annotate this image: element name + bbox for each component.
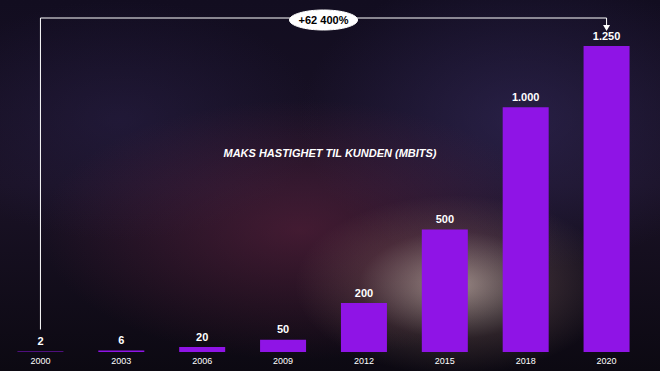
svg-text:50: 50 xyxy=(277,323,289,335)
svg-text:2003: 2003 xyxy=(111,356,131,366)
svg-text:2018: 2018 xyxy=(516,356,536,366)
svg-text:1.000: 1.000 xyxy=(512,91,540,103)
svg-text:2006: 2006 xyxy=(192,356,212,366)
svg-text:2009: 2009 xyxy=(273,356,293,366)
svg-text:MAKS HASTIGHET TIL KUNDEN (MBI: MAKS HASTIGHET TIL KUNDEN (MBITS) xyxy=(223,147,436,159)
svg-text:500: 500 xyxy=(436,213,454,225)
svg-text:200: 200 xyxy=(355,287,373,299)
svg-text:+62 400%: +62 400% xyxy=(299,14,349,26)
svg-text:2015: 2015 xyxy=(435,356,455,366)
svg-text:1.250: 1.250 xyxy=(593,30,621,42)
svg-text:20: 20 xyxy=(196,331,208,343)
svg-text:2020: 2020 xyxy=(597,356,617,366)
svg-text:2: 2 xyxy=(37,335,43,347)
svg-text:6: 6 xyxy=(118,334,124,346)
svg-text:2000: 2000 xyxy=(30,356,50,366)
svg-text:2012: 2012 xyxy=(354,356,374,366)
